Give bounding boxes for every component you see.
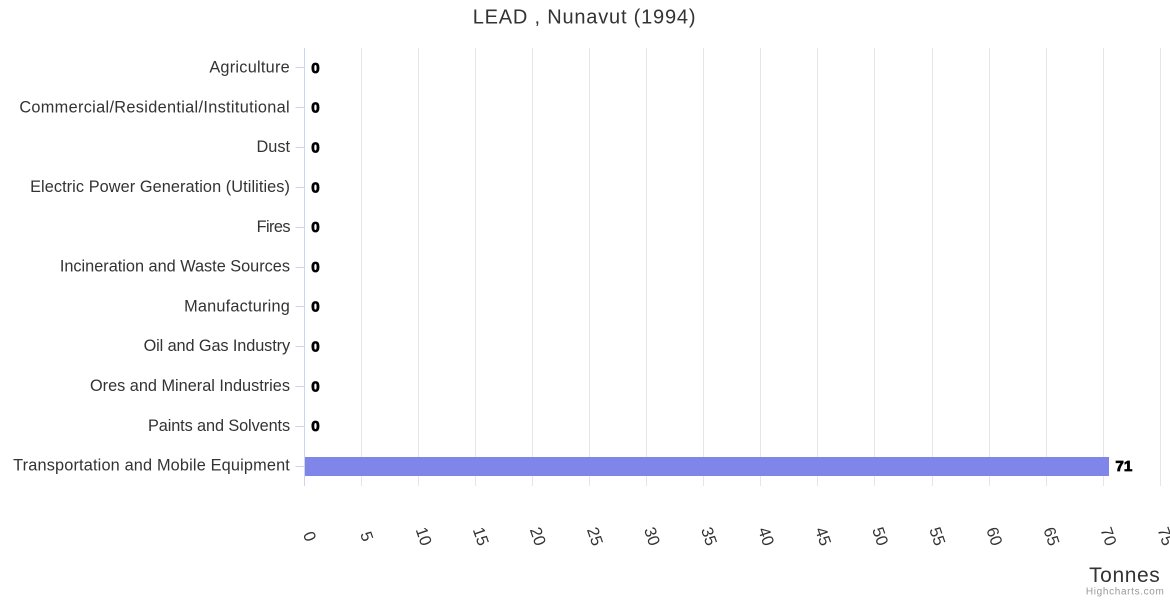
svg-text:0: 0: [311, 179, 319, 196]
svg-text:0: 0: [311, 100, 319, 117]
svg-text:25: 25: [583, 525, 606, 548]
svg-text:60: 60: [982, 525, 1005, 548]
svg-text:50: 50: [868, 525, 891, 548]
svg-text:0: 0: [311, 299, 319, 316]
svg-text:75: 75: [1154, 525, 1170, 548]
svg-text:70: 70: [1096, 525, 1119, 548]
svg-text:40: 40: [754, 525, 777, 548]
svg-text:0: 0: [311, 378, 319, 395]
svg-text:45: 45: [811, 525, 834, 548]
svg-text:0: 0: [311, 60, 319, 77]
svg-text:Agriculture: Agriculture: [209, 59, 290, 77]
svg-text:0: 0: [311, 259, 319, 276]
svg-text:LEAD , Nunavut (1994): LEAD , Nunavut (1994): [473, 7, 697, 29]
svg-text:Fires: Fires: [257, 218, 291, 236]
svg-text:30: 30: [640, 525, 663, 548]
svg-text:0: 0: [311, 139, 319, 156]
svg-text:Manufacturing: Manufacturing: [184, 297, 290, 315]
svg-text:15: 15: [469, 525, 492, 548]
svg-text:0: 0: [311, 339, 319, 356]
svg-text:Tonnes: Tonnes: [1089, 564, 1160, 587]
svg-text:Electric Power Generation (Uti: Electric Power Generation (Utilities): [30, 178, 290, 196]
svg-text:0: 0: [311, 418, 319, 435]
svg-text:55: 55: [925, 525, 948, 548]
svg-text:Ores and Mineral Industries: Ores and Mineral Industries: [90, 377, 290, 395]
svg-text:Commercial/Residential/Institu: Commercial/Residential/Institutional: [19, 98, 290, 116]
svg-text:Highcharts.com: Highcharts.com: [1086, 587, 1165, 598]
svg-text:65: 65: [1039, 525, 1062, 548]
svg-text:35: 35: [697, 525, 720, 548]
svg-text:Incineration and Waste Sources: Incineration and Waste Sources: [60, 258, 290, 276]
svg-text:20: 20: [526, 525, 549, 548]
svg-text:Dust: Dust: [257, 138, 291, 156]
svg-text:Transportation and Mobile Equi: Transportation and Mobile Equipment: [13, 457, 290, 475]
svg-text:Oil and Gas Industry: Oil and Gas Industry: [144, 337, 291, 355]
svg-text:71: 71: [1115, 458, 1132, 475]
svg-text:10: 10: [412, 525, 435, 548]
svg-text:0: 0: [311, 219, 319, 236]
svg-text:Paints and Solvents: Paints and Solvents: [148, 417, 290, 435]
